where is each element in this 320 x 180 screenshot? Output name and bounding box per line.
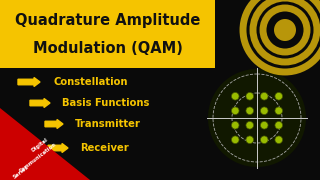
FancyArrow shape bbox=[30, 98, 50, 107]
Text: Constellation: Constellation bbox=[53, 77, 127, 87]
Text: Modulation (QAM): Modulation (QAM) bbox=[33, 41, 182, 57]
Circle shape bbox=[275, 136, 283, 144]
Text: Transmitter: Transmitter bbox=[75, 119, 141, 129]
Circle shape bbox=[231, 93, 239, 100]
Circle shape bbox=[260, 122, 268, 129]
Circle shape bbox=[231, 122, 239, 129]
Circle shape bbox=[260, 136, 268, 144]
Circle shape bbox=[246, 107, 253, 114]
Polygon shape bbox=[0, 108, 90, 180]
Text: Quadrature Amplitude: Quadrature Amplitude bbox=[15, 13, 200, 28]
Text: Digital: Digital bbox=[30, 137, 49, 153]
Circle shape bbox=[231, 107, 239, 114]
FancyArrow shape bbox=[48, 143, 68, 152]
Circle shape bbox=[260, 93, 268, 100]
Circle shape bbox=[231, 136, 239, 144]
Text: Basis Functions: Basis Functions bbox=[62, 98, 149, 108]
Circle shape bbox=[246, 122, 253, 129]
Circle shape bbox=[274, 19, 296, 41]
Circle shape bbox=[275, 122, 283, 129]
Circle shape bbox=[246, 93, 253, 100]
Circle shape bbox=[246, 136, 253, 144]
Circle shape bbox=[275, 107, 283, 114]
Circle shape bbox=[208, 69, 306, 167]
Text: Communication: Communication bbox=[18, 142, 57, 174]
Text: Series: Series bbox=[12, 164, 30, 180]
FancyArrow shape bbox=[18, 78, 40, 87]
Circle shape bbox=[260, 107, 268, 114]
Circle shape bbox=[275, 93, 283, 100]
Text: Receiver: Receiver bbox=[80, 143, 129, 153]
FancyBboxPatch shape bbox=[0, 0, 215, 68]
FancyArrow shape bbox=[45, 120, 63, 129]
